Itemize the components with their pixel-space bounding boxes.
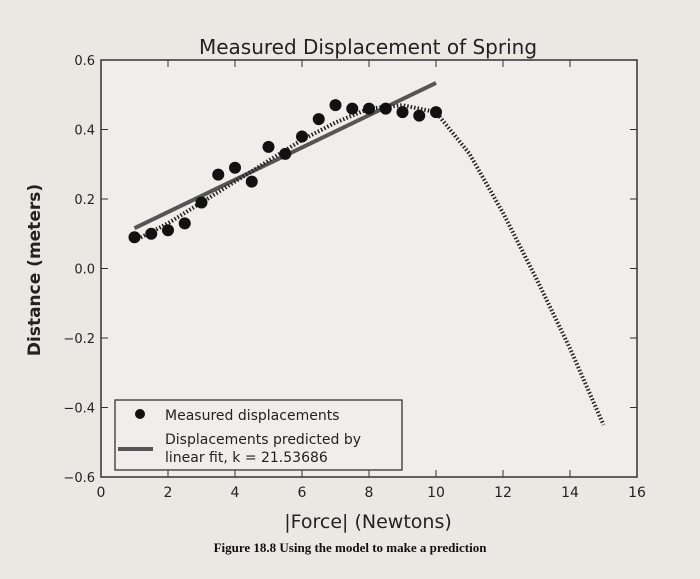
y-tick-label: 0.2 (74, 193, 95, 208)
data-point (245, 175, 258, 188)
x-tick-label: 0 (97, 485, 106, 501)
plot-series (128, 81, 606, 426)
data-point (312, 113, 325, 126)
data-point (396, 106, 409, 119)
data-point (178, 217, 191, 230)
legend: Measured displacements Displacements pre… (114, 399, 403, 471)
data-point (413, 109, 426, 122)
x-tick-label: 10 (427, 485, 445, 501)
y-axis-label: Distance (meters) (25, 184, 45, 356)
data-point (229, 161, 241, 174)
x-tick-label: 14 (561, 485, 579, 501)
x-tick-label: 2 (164, 485, 173, 501)
x-tick-label: 8 (365, 485, 374, 501)
data-point (145, 227, 158, 240)
y-tick-label: 0.0 (74, 263, 95, 278)
x-tick-label: 4 (231, 485, 240, 501)
data-point (329, 99, 342, 112)
chart-title: Measured Displacement of Spring (199, 35, 537, 59)
x-tick-label: 16 (628, 485, 646, 501)
data-point (346, 102, 359, 115)
data-point (430, 106, 442, 119)
y-tick-label: −0.2 (63, 332, 95, 347)
x-tick-label: 12 (494, 485, 512, 501)
data-point (212, 168, 225, 181)
legend-label-fit-2: linear fit, k = 21.53686 (165, 450, 328, 466)
y-tick-label: −0.6 (63, 471, 95, 486)
y-tick-label: 0.6 (74, 54, 95, 69)
legend-dot-icon (135, 409, 145, 419)
data-point (195, 196, 208, 209)
data-point (363, 102, 375, 115)
data-point (128, 231, 141, 244)
y-axis-ticks: −0.6 −0.4 −0.2 0.0 0.2 0.4 0.6 (63, 54, 637, 486)
data-point (379, 102, 392, 115)
legend-label-fit-1: Displacements predicted by (165, 432, 361, 448)
data-point (296, 130, 308, 143)
figure-caption: Figure 18.8 Using the model to make a pr… (213, 540, 487, 555)
x-tick-label: 6 (298, 485, 307, 501)
data-point (162, 224, 174, 237)
data-point (262, 140, 275, 153)
y-tick-label: 0.4 (74, 124, 95, 139)
x-axis-ticks: 0 2 4 6 8 10 12 14 16 (97, 60, 646, 501)
x-axis-label: |Force| (Newtons) (284, 511, 452, 533)
legend-label-measured: Measured displacements (165, 408, 339, 424)
y-tick-label: −0.4 (63, 402, 95, 417)
data-point (279, 147, 292, 160)
